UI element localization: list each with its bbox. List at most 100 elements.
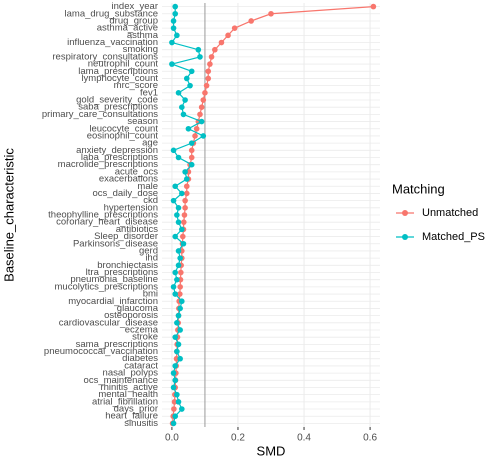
y-tick-label: pneumonia_baseline [70, 274, 158, 285]
y-tick-label: male [137, 181, 158, 192]
point [200, 133, 207, 139]
point [174, 276, 180, 283]
y-tick-label: eosinophil_count [87, 130, 159, 141]
x-axis-title: SMD [257, 443, 286, 458]
x-tick-label: 0.0 [165, 433, 179, 444]
point [170, 18, 177, 24]
x-tick-label: 0.6 [363, 433, 377, 444]
point [188, 147, 195, 154]
point [174, 348, 180, 355]
point [170, 25, 177, 31]
y-tick-label: mrc_score [114, 80, 158, 91]
y-tick-label: heart_failure [105, 411, 158, 422]
point [179, 226, 185, 233]
y-tick-label: antibiotics [116, 224, 158, 235]
y-tick-label: mental_health [98, 389, 158, 400]
point [175, 341, 182, 348]
point [182, 197, 188, 204]
point [202, 90, 208, 96]
point [177, 327, 183, 333]
point [175, 262, 182, 269]
y-axis-title: Baseline_characteristic [1, 148, 16, 282]
y-tick-label: ocs_daily_dose [93, 188, 159, 199]
point [177, 291, 183, 297]
point [180, 240, 187, 247]
y-tick-label: smoking [123, 44, 158, 55]
y-tick-label: neutrophil_count [88, 59, 159, 70]
legend-label: Matched_PS [422, 231, 485, 243]
y-tick-label: pneumococcal_vaccination [44, 346, 158, 357]
point [183, 190, 190, 197]
point [181, 212, 188, 218]
y-tick-label: lymphocyte_count [81, 73, 158, 84]
point [172, 233, 179, 240]
point [172, 10, 179, 17]
point [181, 219, 187, 225]
legend-key-point [402, 210, 408, 216]
point [175, 90, 182, 96]
y-tick-label: mucolytics_prescriptions [55, 281, 159, 292]
point [170, 197, 177, 204]
y-tick-label: nasal_polyps [103, 368, 159, 379]
point [205, 68, 212, 75]
point [197, 111, 203, 118]
point [172, 334, 179, 340]
legend-title: Matching [392, 181, 445, 196]
x-tick-label: 0.4 [297, 433, 311, 444]
y-tick-label: theophylline_prescriptions [48, 210, 158, 221]
legend-label: Unmatched [422, 207, 478, 219]
y-tick-label: primary_care_consultations [42, 109, 158, 120]
point [169, 61, 175, 67]
y-tick-label: drug_group [109, 15, 158, 26]
y-tick-label: lama_prescriptions [78, 66, 158, 77]
y-tick-label: Parkinsons_disease [73, 238, 158, 249]
point [177, 284, 183, 290]
x-tick-label: 0.2 [231, 433, 245, 444]
y-tick-label: cataract [124, 360, 158, 371]
point [218, 39, 225, 46]
point [179, 406, 185, 412]
y-tick-label: Sleep_disorder [94, 231, 158, 242]
y-tick-label: age [142, 138, 158, 149]
y-tick-label: atrial_fibrillation [92, 396, 158, 407]
point [182, 205, 188, 211]
point [203, 82, 210, 89]
y-tick-label: sinusitis [124, 418, 158, 429]
y-tick-label: bronchiectasis [97, 260, 158, 271]
y-tick-label: ocs_maintenance [84, 375, 158, 386]
point [170, 420, 177, 427]
point [177, 255, 183, 261]
point [179, 298, 185, 305]
y-tick-label: index_year [112, 1, 158, 12]
y-tick-label: bmi [143, 289, 158, 300]
point [183, 176, 190, 182]
point [175, 399, 182, 405]
point [169, 39, 175, 46]
y-tick-label: eczema [125, 324, 159, 335]
point [172, 363, 179, 369]
y-tick-label: influenza_vaccination [67, 37, 158, 48]
y-tick-label: asthma_active [97, 23, 158, 34]
point [188, 161, 195, 168]
point [195, 46, 202, 53]
point [187, 82, 193, 89]
point [175, 154, 182, 161]
y-tick-label: saba_prescriptions [78, 102, 158, 113]
point [172, 3, 179, 10]
point [183, 183, 190, 190]
point [207, 61, 213, 67]
y-tick-label: ihd [145, 253, 158, 264]
point [198, 104, 205, 111]
point [370, 3, 377, 10]
y-tick-label: laba_prescriptions [81, 152, 158, 163]
point [170, 384, 177, 391]
point [177, 355, 183, 362]
point [183, 75, 190, 82]
point [188, 68, 195, 75]
y-tick-label: ltra_prescriptions [86, 267, 159, 278]
point [197, 54, 203, 60]
y-tick-label: coronary_heart_disease [56, 217, 158, 228]
point [174, 319, 180, 326]
point [180, 111, 187, 118]
y-tick-label: gold_severity_code [76, 95, 158, 106]
